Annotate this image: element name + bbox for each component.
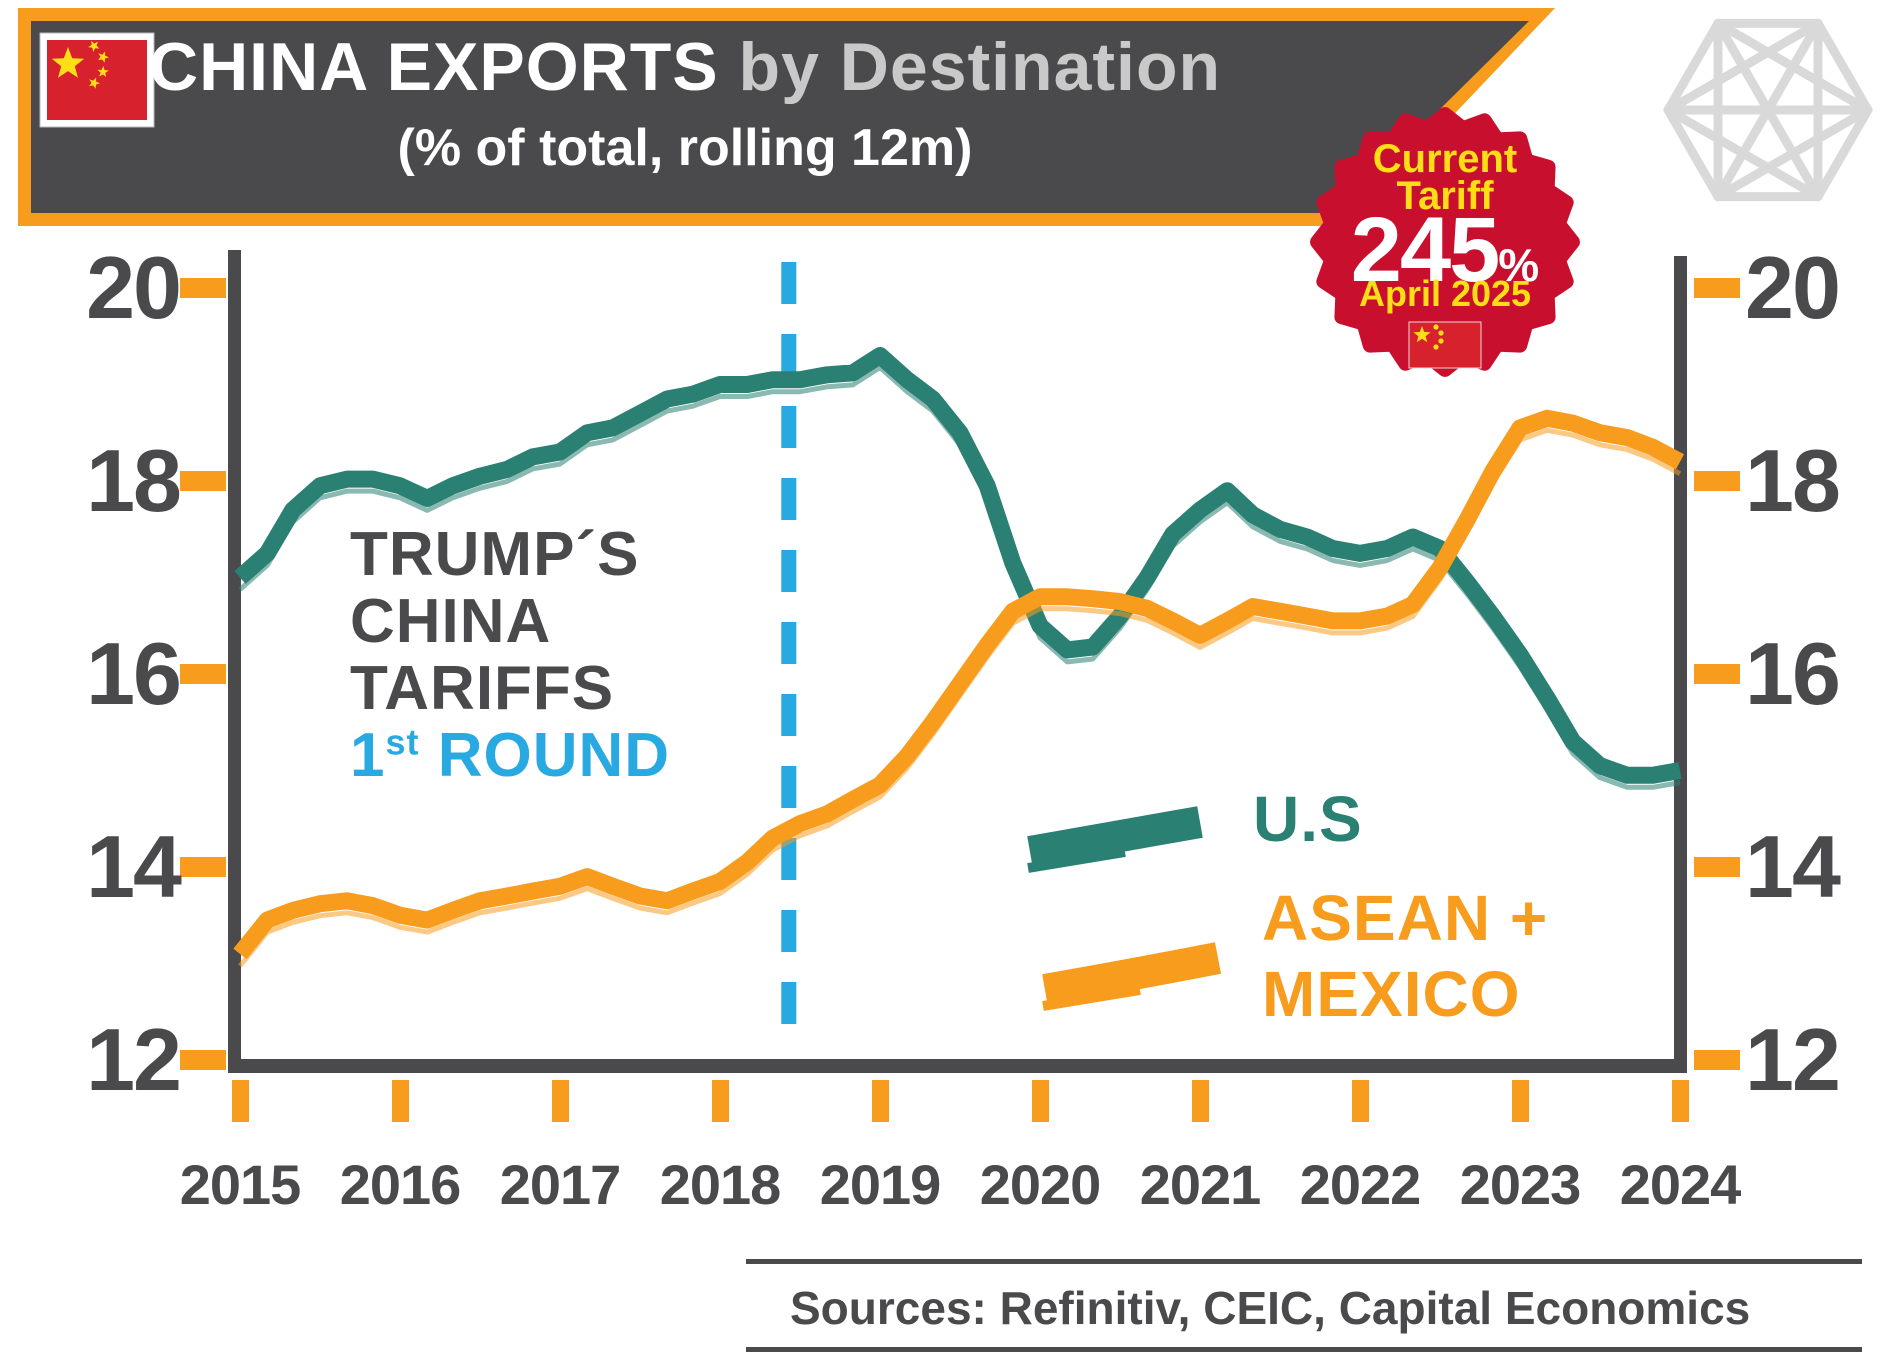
badge-flag-icon (1408, 321, 1482, 369)
x-axis-label-2023: 2023 (1459, 1153, 1582, 1216)
y-tick-left-20 (180, 278, 226, 298)
legend-swatch-us-echo (1027, 847, 1126, 873)
y-axis-label-right-16: 16 (1745, 624, 1841, 723)
y-axis-left-line (228, 250, 241, 1073)
sources-text: Sources: Refinitiv, CEIC, Capital Econom… (790, 1282, 1751, 1334)
x-tick-2024 (1672, 1080, 1689, 1122)
tariff-badge-seal (1310, 107, 1580, 377)
x-tick-2015 (232, 1080, 249, 1122)
legend-asean-line-2: MEXICO (1262, 958, 1521, 1030)
hexagon-logo-line-10 (1663, 18, 1823, 115)
y-axis-label-right-12: 12 (1745, 1010, 1841, 1109)
header-banner (31, 21, 1529, 213)
x-axis-label-2024: 2024 (1619, 1153, 1742, 1216)
legend-label-asean-mexico: ASEAN + MEXICO (1262, 880, 1548, 1032)
hexagon-logo-line-3 (1813, 105, 1873, 202)
x-axis-label-2021: 2021 (1139, 1153, 1262, 1216)
y-tick-right-16 (1694, 664, 1740, 684)
x-axis-label-2016: 2016 (339, 1153, 462, 1216)
china-flag-icon (47, 40, 147, 120)
y-axis-label-right-18: 18 (1745, 431, 1841, 530)
page-title-main: CHINA EXPORTS (148, 29, 719, 105)
series-brush-echo-asean-mexico (238, 427, 1682, 968)
x-tick-2022 (1352, 1080, 1369, 1122)
x-tick-2021 (1192, 1080, 1209, 1122)
y-axis-label-left-16: 16 (86, 624, 182, 723)
y-axis-right-line (1674, 256, 1687, 1073)
y-axis-label-left-12: 12 (86, 1010, 182, 1109)
y-axis-label-right-20: 20 (1745, 238, 1841, 337)
x-axis-label-2017: 2017 (499, 1153, 622, 1216)
sources-rule-bottom (746, 1347, 1862, 1352)
y-tick-right-12 (1694, 1050, 1740, 1070)
badge-flag-small-star-1 (1433, 324, 1439, 330)
badge-value: 245% (1350, 199, 1540, 301)
flag-small-star-3 (97, 66, 109, 77)
x-axis-label-2019: 2019 (819, 1153, 942, 1216)
badge-line-current: Current (1372, 137, 1518, 181)
tariff-annotation: TRUMP´S CHINA TARIFFS 1st ROUND (350, 521, 670, 789)
x-tick-2023 (1512, 1080, 1529, 1122)
flag-small-star-1 (88, 40, 100, 52)
y-tick-left-14 (180, 857, 226, 877)
hexagon-logo-line-9 (1713, 18, 1823, 202)
x-axis-label-2018: 2018 (659, 1153, 782, 1216)
badge-percent-sign: % (1498, 239, 1540, 291)
legend-asean-line-1: ASEAN + (1262, 882, 1549, 954)
x-tick-2019 (872, 1080, 889, 1122)
y-tick-right-18 (1694, 471, 1740, 491)
x-tick-2017 (552, 1080, 569, 1122)
legend-swatch-asean-mexico-echo (1042, 985, 1141, 1011)
badge-flag-small-star-4 (1433, 344, 1439, 350)
y-tick-right-14 (1694, 857, 1740, 877)
legend-label-us: U.S (1253, 783, 1363, 855)
y-axis-label-left-18: 18 (86, 431, 182, 530)
y-axis-label-right-14: 14 (1745, 817, 1841, 916)
page-title: CHINA EXPORTS by Destination (20, 28, 1350, 106)
annotation-line-2: CHINA (350, 587, 552, 656)
x-axis-line (228, 1059, 1687, 1073)
y-tick-left-18 (180, 471, 226, 491)
flag-small-star-2 (98, 51, 109, 63)
legend-swatch-us (1027, 806, 1203, 868)
y-axis-label-left-20: 20 (86, 238, 182, 337)
hexagon-logo-line-2 (1813, 18, 1873, 115)
hexagon-logo-line-12 (1713, 18, 1873, 115)
hexagon-logo-line-6 (1663, 18, 1723, 115)
page-title-rest: by Destination (738, 29, 1222, 105)
legend-swatch-asean-mexico (1042, 942, 1222, 1006)
y-tick-left-16 (180, 664, 226, 684)
y-tick-right-20 (1694, 278, 1740, 298)
flag-big-star (51, 47, 85, 78)
y-tick-left-12 (180, 1050, 226, 1070)
badge-line-tariff: Tariff (1396, 174, 1494, 218)
y-axis-label-left-14: 14 (86, 817, 182, 916)
series-line-u-s (234, 347, 1682, 784)
series-line-asean-mexico (233, 409, 1684, 960)
flag-small-star-4 (89, 77, 100, 89)
x-axis-label-2020: 2020 (979, 1153, 1102, 1216)
badge-flag-small-star-2 (1438, 330, 1444, 336)
badge-flag-small-star-3 (1438, 338, 1444, 344)
x-axis-label-2015: 2015 (179, 1153, 302, 1216)
x-axis-label-2022: 2022 (1299, 1153, 1422, 1216)
x-tick-2020 (1032, 1080, 1049, 1122)
badge-date: April 2025 (1358, 273, 1532, 314)
x-tick-2016 (392, 1080, 409, 1122)
x-tick-2018 (712, 1080, 729, 1122)
sources-rule-top (746, 1259, 1862, 1264)
annotation-line-1: TRUMP´S (350, 520, 640, 589)
hexagon-logo-line-11 (1663, 105, 1823, 202)
hexagon-logo-line-13 (1713, 105, 1873, 202)
badge-flag-big-star (1413, 326, 1431, 343)
hexagon-logo-line-5 (1663, 105, 1723, 202)
annotation-round-line: 1st ROUND (350, 721, 671, 790)
page-subtitle: (% of total, rolling 12m) (397, 119, 973, 177)
annotation-line-3: TARIFFS (350, 654, 615, 723)
